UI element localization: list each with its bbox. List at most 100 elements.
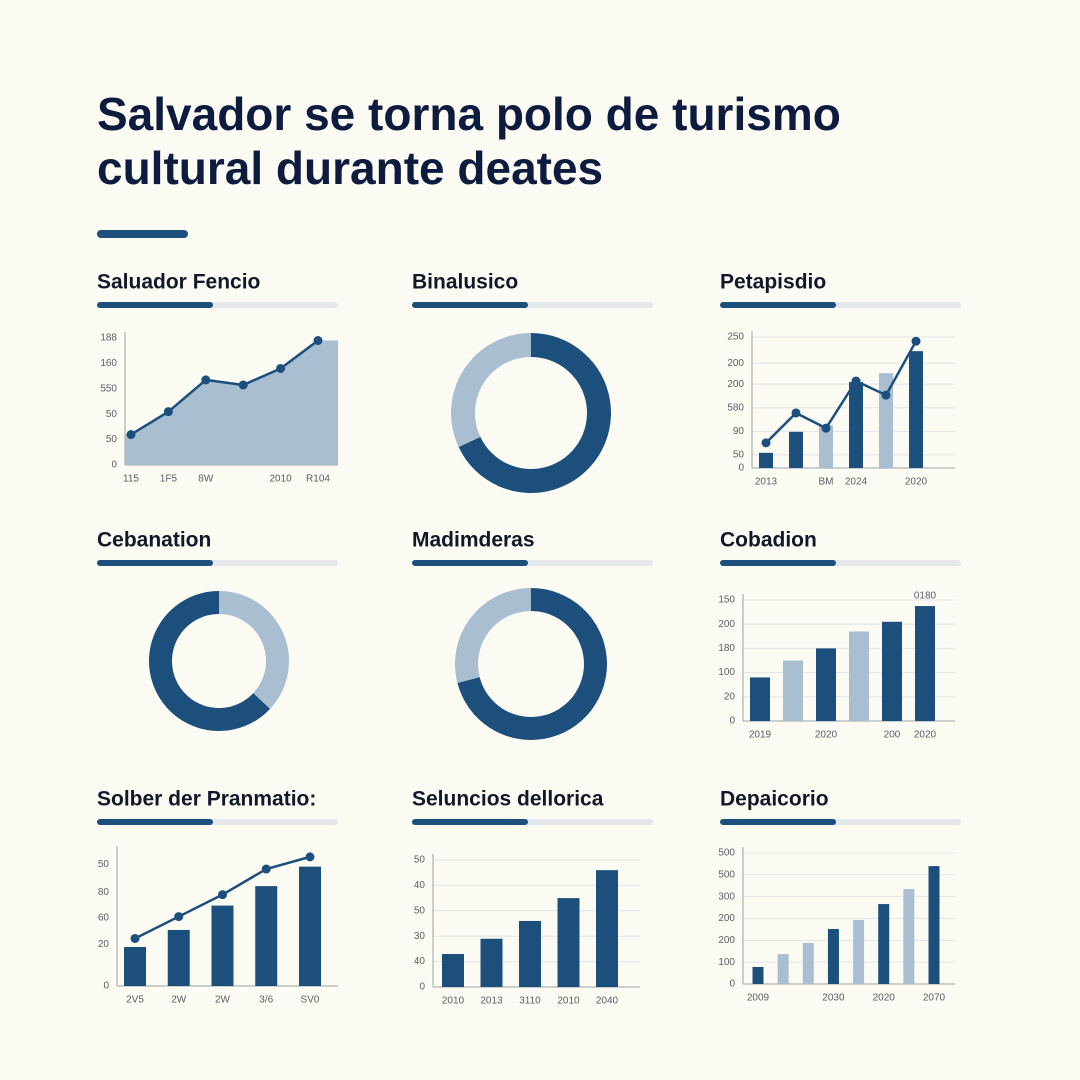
x-tick-label: 2019 (749, 730, 772, 741)
line-point (130, 933, 140, 943)
bar (878, 904, 890, 984)
y-tick-label: 50 (106, 409, 118, 420)
x-tick-label: 2020 (905, 477, 928, 488)
chart-title: Seluncios dellorica (412, 788, 604, 811)
y-tick-label: 188 (100, 333, 117, 344)
line-point (276, 363, 286, 373)
y-tick-label: 50 (98, 859, 110, 870)
bar (752, 966, 764, 984)
bar (816, 648, 836, 721)
bar (299, 866, 321, 986)
x-tick-label: 2030 (822, 993, 845, 1004)
donut-slice (149, 591, 271, 731)
line-point (821, 423, 831, 433)
title-underline (412, 560, 528, 566)
x-tick-label: 2020 (815, 730, 838, 741)
x-tick-label: 2070 (923, 993, 946, 1004)
y-tick-label: 150 (718, 595, 735, 606)
bar (789, 431, 803, 468)
bar (783, 660, 803, 721)
y-tick-label: 550 (100, 383, 117, 394)
y-tick-label: 0 (738, 463, 744, 474)
bar (928, 866, 940, 984)
y-tick-label: 580 (727, 402, 744, 413)
page-title: cultural durante deates (97, 142, 603, 194)
y-tick-label: 50 (414, 905, 426, 916)
bar (802, 942, 814, 984)
y-tick-label: 0 (729, 716, 735, 727)
x-tick-label: 2040 (596, 996, 619, 1007)
y-tick-label: 60 (98, 912, 110, 923)
y-tick-label: 200 (727, 379, 744, 390)
y-tick-label: 200 (718, 619, 735, 630)
bar (915, 606, 935, 721)
title-underline (412, 302, 528, 308)
x-tick-label: BM (819, 477, 834, 488)
chart-title: Madimderas (412, 529, 535, 552)
line-point (174, 912, 184, 922)
line-point (305, 852, 315, 862)
chart-title: Solber der Pranmatio: (97, 788, 316, 811)
y-tick-label: 20 (724, 691, 736, 702)
bar (519, 920, 541, 987)
bar (124, 947, 146, 986)
line (765, 340, 918, 444)
x-tick-label: 2010 (557, 996, 580, 1007)
donut-slice (457, 588, 607, 740)
donut-slice (454, 588, 531, 683)
bar (480, 938, 503, 987)
y-tick-label: 500 (718, 869, 735, 880)
line-point (163, 407, 173, 417)
bar (557, 898, 580, 987)
x-tick-label: 2009 (747, 993, 770, 1004)
y-tick-label: 250 (727, 332, 744, 343)
x-tick-label: 2024 (845, 477, 868, 488)
y-tick-label: 300 (718, 891, 735, 902)
bar (596, 870, 618, 987)
x-tick-label: 8W (198, 474, 214, 485)
y-tick-label: 200 (718, 935, 735, 946)
y-tick-label: 0 (729, 979, 735, 990)
y-tick-label: 20 (98, 939, 110, 950)
x-tick-label: 2W (215, 995, 231, 1006)
y-tick-label: 50 (733, 450, 745, 461)
y-tick-label: 500 (718, 848, 735, 859)
bar (750, 677, 770, 721)
line-point (218, 890, 227, 900)
chart-title: Petapisdio (720, 271, 826, 294)
bar (909, 351, 923, 468)
line-point (881, 390, 891, 400)
title-underline (97, 302, 213, 308)
y-tick-label: 0 (103, 981, 109, 992)
line-point (851, 376, 861, 386)
line-point (238, 380, 248, 390)
bar (819, 425, 833, 468)
line-point (126, 430, 136, 440)
x-tick-label: 2W (171, 995, 187, 1006)
x-tick-label: 2010 (442, 996, 465, 1007)
donut-slice (450, 333, 531, 448)
y-tick-label: 50 (414, 855, 426, 866)
x-tick-label: 115 (123, 474, 139, 485)
title-underline (720, 819, 836, 825)
line-point (911, 336, 921, 346)
x-tick-label: R104 (306, 474, 330, 485)
line (130, 339, 319, 436)
x-tick-label: 2013 (480, 996, 503, 1007)
x-tick-label: 3110 (519, 996, 541, 1007)
title-underline (97, 819, 213, 825)
y-tick-label: 200 (727, 358, 744, 369)
title-accent (97, 230, 188, 238)
title-underline (97, 560, 213, 566)
y-tick-label: 100 (718, 667, 735, 678)
line-point (201, 375, 211, 385)
bar (849, 631, 869, 721)
bar (759, 452, 773, 468)
x-tick-label: SV0 (301, 995, 320, 1006)
annotation: 0180 (914, 591, 937, 602)
bar (849, 382, 863, 468)
title-underline (720, 560, 836, 566)
bar (211, 905, 234, 986)
x-tick-label: 3/6 (259, 995, 273, 1006)
